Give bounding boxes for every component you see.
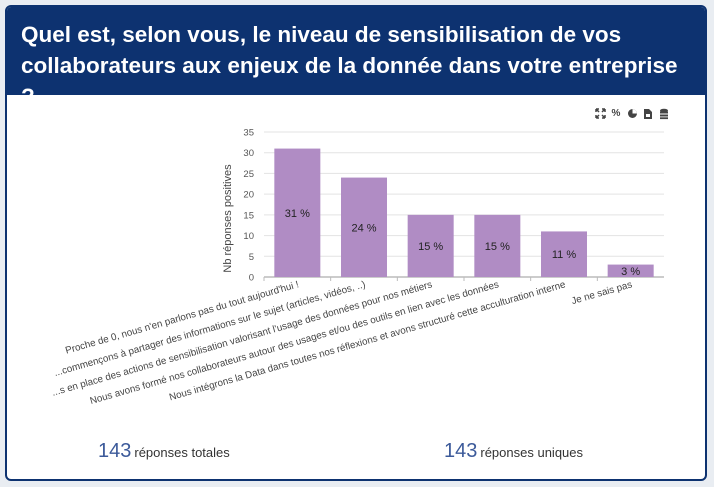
y-tick-label: 10 bbox=[243, 231, 254, 242]
data-label: 15 % bbox=[485, 241, 510, 253]
x-tick-label: Je ne sais pas bbox=[570, 279, 633, 307]
y-tick-label: 15 bbox=[243, 210, 254, 221]
y-tick-label: 30 bbox=[243, 148, 254, 159]
bar bbox=[341, 177, 387, 277]
data-label: 11 % bbox=[552, 249, 576, 261]
question-title-line-1: Quel est, selon vous, le niveau de sensi… bbox=[21, 22, 622, 47]
question-header: Quel est, selon vous, le niveau de sensi… bbox=[7, 7, 705, 109]
data-label: 24 % bbox=[351, 222, 376, 234]
data-label: 31 % bbox=[285, 208, 310, 220]
data-label: 15 % bbox=[418, 241, 443, 253]
total-responses-count: 143 bbox=[98, 440, 132, 462]
database-icon[interactable] bbox=[658, 107, 670, 120]
question-card: Quel est, selon vous, le niveau de sensi… bbox=[5, 5, 707, 481]
percent-icon[interactable]: % bbox=[611, 108, 621, 119]
y-tick-label: 35 bbox=[243, 128, 254, 139]
y-tick-label: 20 bbox=[243, 190, 254, 201]
y-tick-label: 0 bbox=[249, 273, 254, 284]
chart-toolbar: % bbox=[594, 107, 670, 121]
expand-icon[interactable] bbox=[594, 107, 606, 120]
y-tick-label: 5 bbox=[249, 252, 254, 263]
bar bbox=[274, 148, 321, 277]
bar bbox=[541, 231, 587, 277]
question-title-line-2: collaborateurs aux enjeux de la donnée d… bbox=[21, 53, 678, 109]
data-label: 3 % bbox=[621, 266, 640, 278]
bar bbox=[407, 214, 454, 277]
y-tick-label: 25 bbox=[243, 169, 254, 180]
total-responses: 143 réponses totales bbox=[98, 440, 230, 463]
bar bbox=[474, 214, 521, 277]
export-icon[interactable] bbox=[642, 107, 654, 120]
y-axis-label: Nb réponses positives bbox=[222, 164, 234, 273]
unique-responses: 143 réponses uniques bbox=[444, 440, 583, 463]
pie-chart-icon[interactable] bbox=[626, 107, 638, 120]
total-responses-label: réponses totales bbox=[134, 445, 230, 460]
bar bbox=[607, 264, 654, 277]
unique-responses-label: réponses uniques bbox=[480, 445, 584, 460]
unique-responses-count: 143 bbox=[444, 440, 478, 462]
